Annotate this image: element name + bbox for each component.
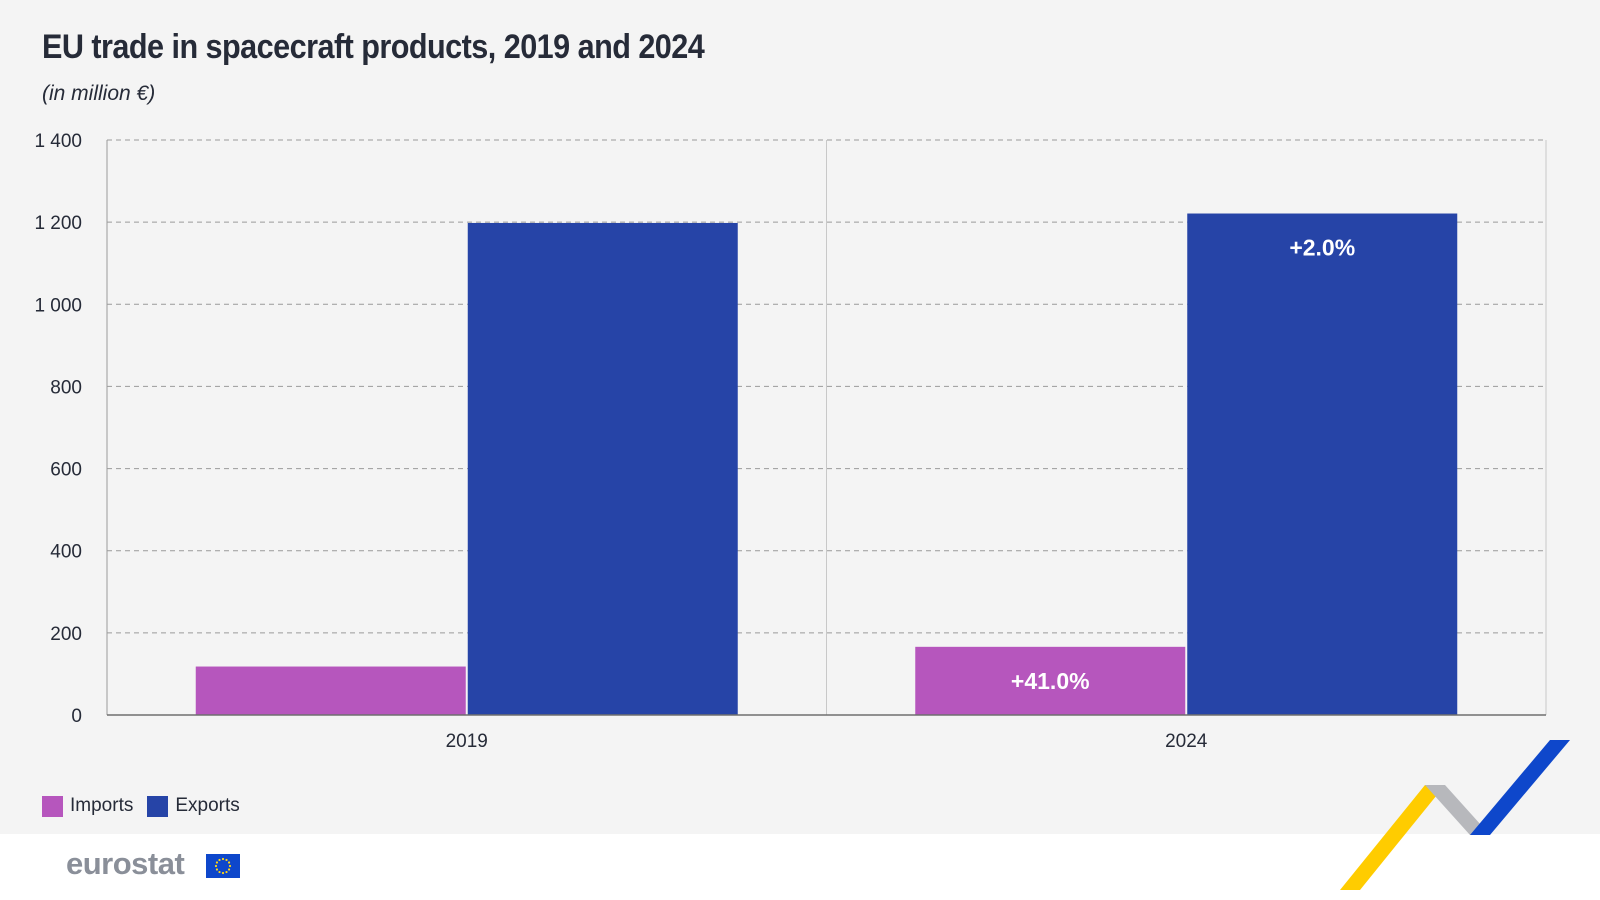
bar-imports-2019 <box>195 666 466 715</box>
chart-title: EU trade in spacecraft products, 2019 an… <box>42 28 705 66</box>
footer <box>0 834 1600 900</box>
y-tick-label: 1 000 <box>34 295 82 316</box>
y-tick-label: 800 <box>50 377 82 398</box>
y-tick-label: 600 <box>50 460 82 481</box>
y-tick-label: 400 <box>50 542 82 563</box>
bar-label-exports-2024: +2.0% <box>1289 235 1355 261</box>
bar-exports-2024 <box>1187 213 1458 715</box>
legend-swatch-exports <box>147 795 169 817</box>
bar-imports-2024 <box>915 646 1186 715</box>
legend-label-imports: Imports <box>70 795 134 816</box>
legend-item-exports: Exports <box>147 795 240 817</box>
legend-swatch-imports <box>42 795 63 817</box>
legend-label-exports: Exports <box>175 795 240 816</box>
y-tick-label: 0 <box>71 706 82 727</box>
eu-flag-icon <box>206 854 240 878</box>
eurostat-logo: eurostat <box>66 846 185 881</box>
y-tick-label: 200 <box>50 624 82 645</box>
x-tick-label: 2019 <box>446 731 488 752</box>
bar-exports-2019 <box>467 222 738 715</box>
y-tick-label: 1 400 <box>34 131 82 152</box>
bar-label-imports-2024: +41.0% <box>1011 668 1090 694</box>
bar-chart: 0 200 400 600 800 1 000 1 200 1 400 2019 +41.0% +2… <box>34 131 1547 752</box>
y-tick-label: 1 200 <box>34 213 82 234</box>
legend: Imports Exports <box>42 795 254 817</box>
x-tick-label: 2024 <box>1165 731 1208 752</box>
decorative-ribbon-icon <box>1340 740 1570 890</box>
chart-subtitle: (in million €) <box>42 82 156 105</box>
legend-item-imports: Imports <box>42 795 133 817</box>
